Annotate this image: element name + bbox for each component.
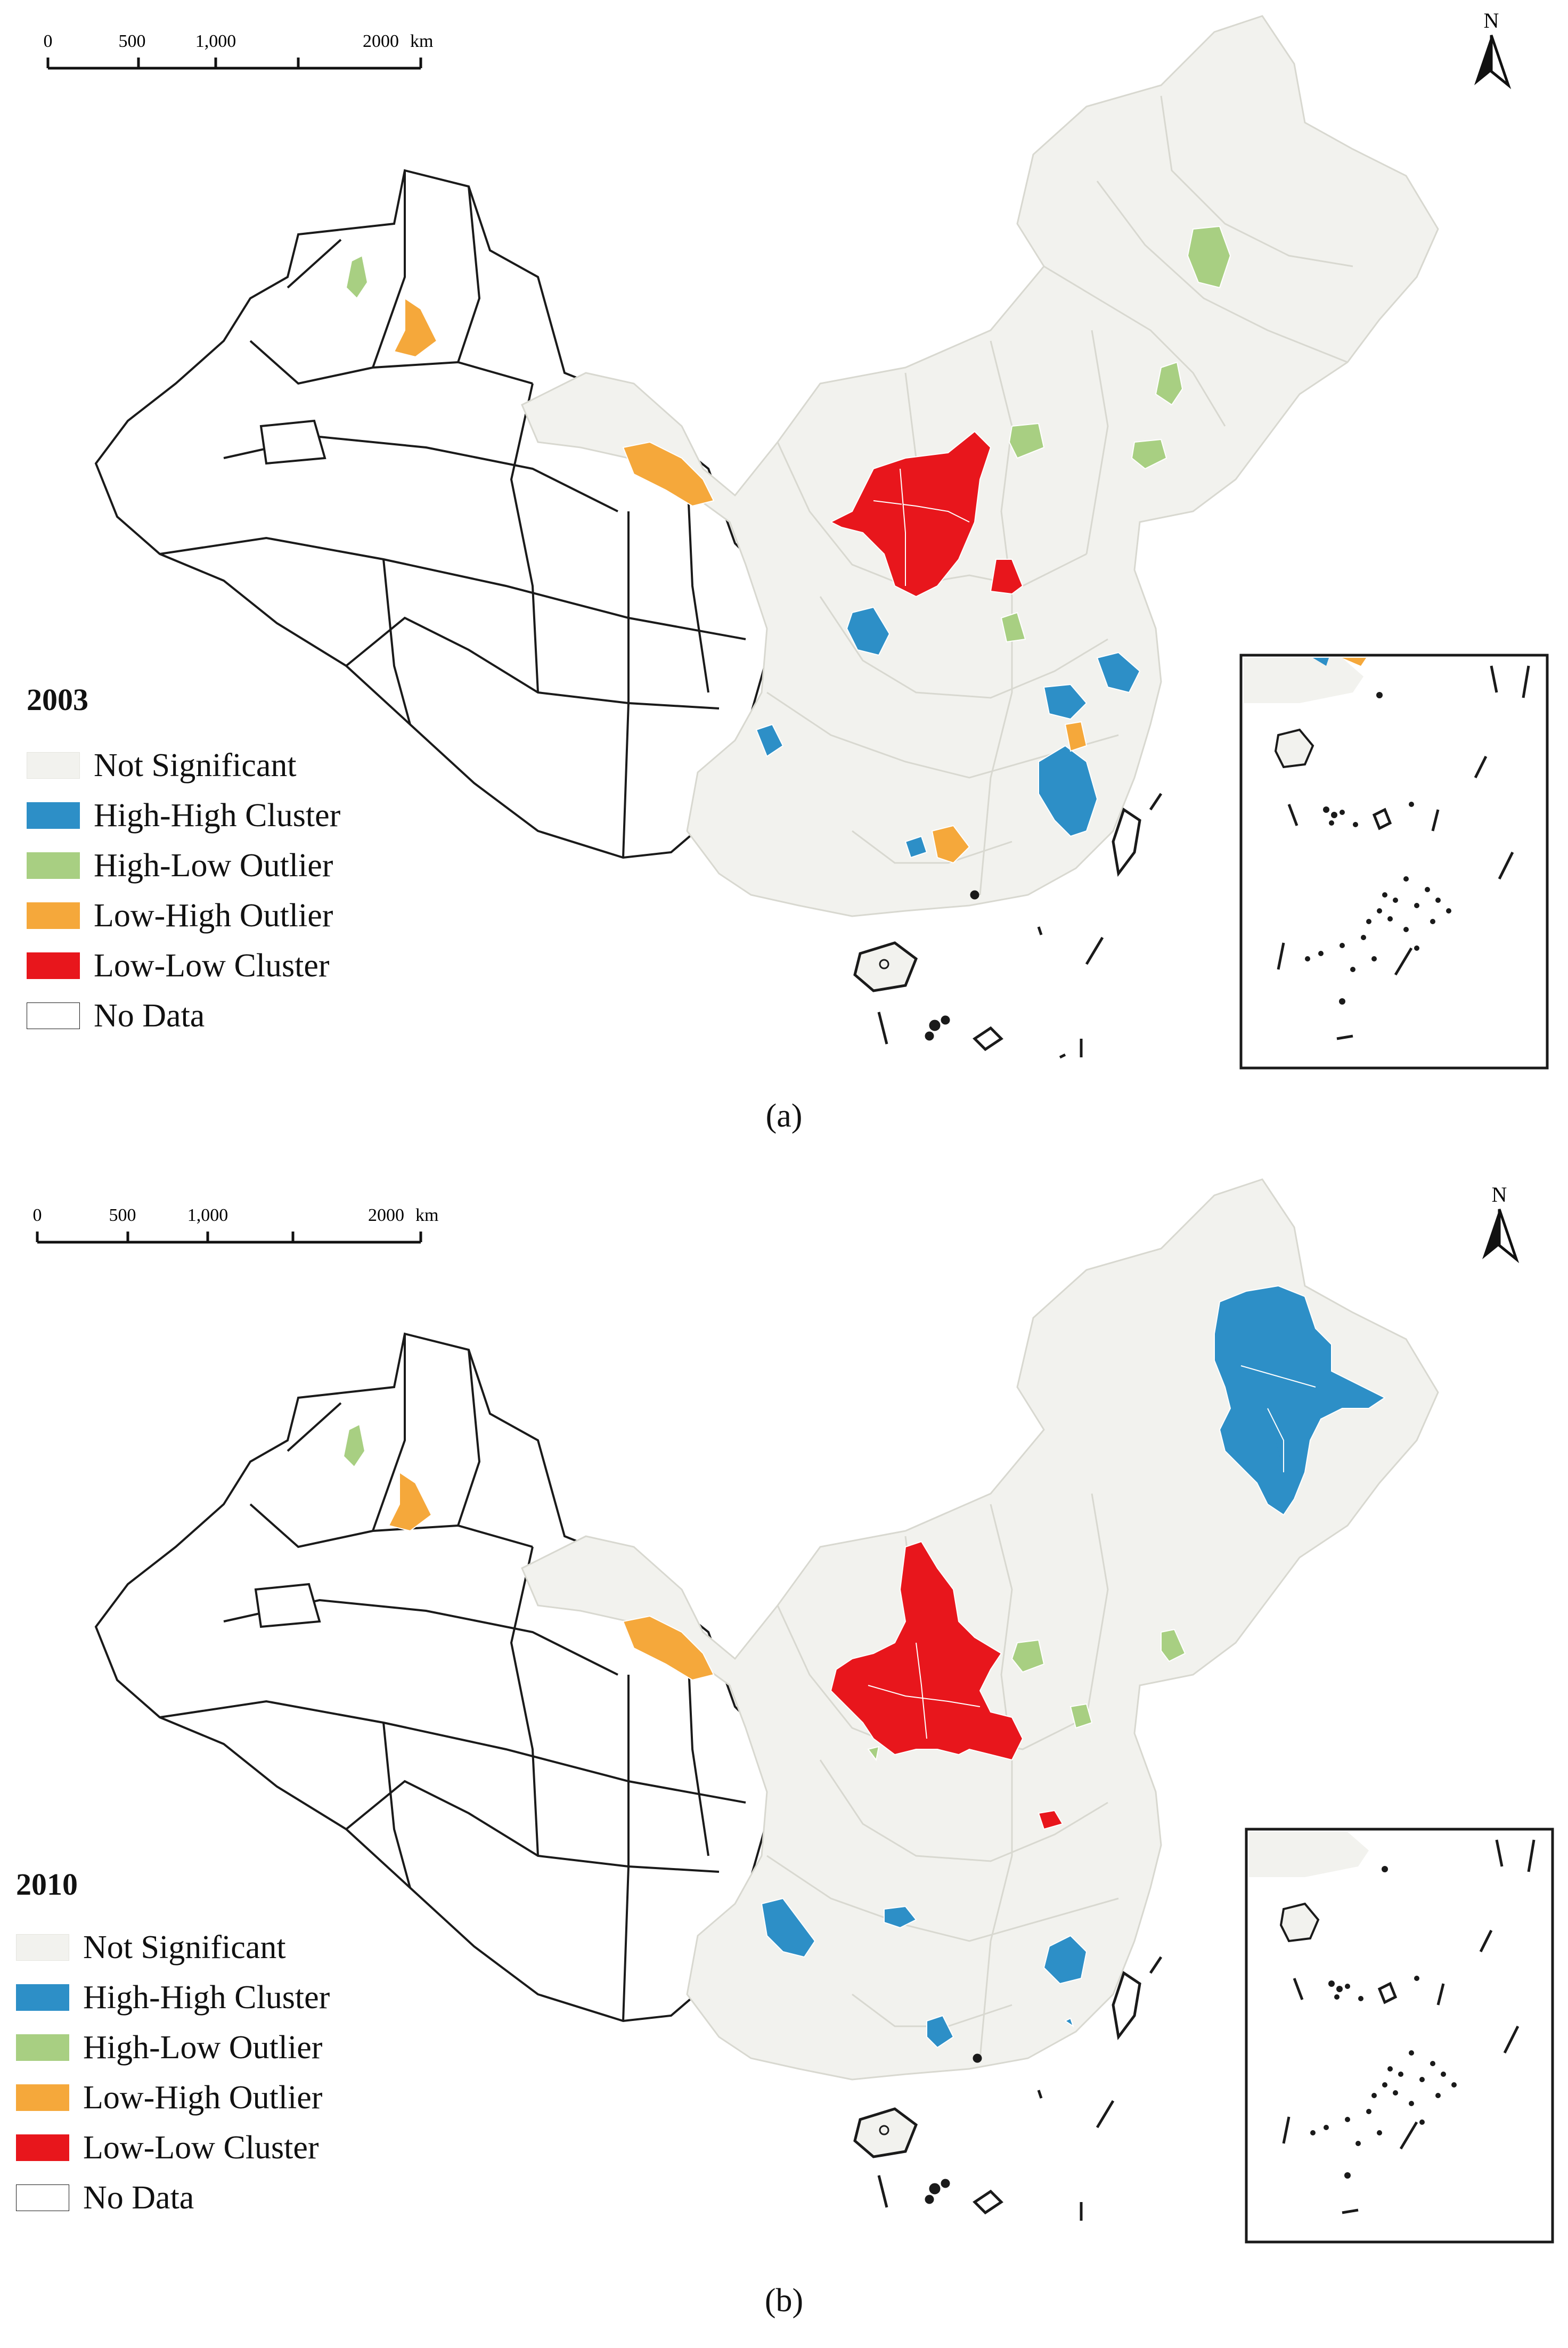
legend-swatch [16,2184,69,2211]
scale-unit-label: km [410,31,433,51]
legend-item-low-high-outlier: Low-High Outlier [16,2073,330,2123]
legend-item-no-data: No Data [27,991,340,1041]
scale-tick-label: 2000 [368,1205,404,1225]
legend-label: High-Low Outlier [94,847,333,884]
north-arrow-icon: N [1482,1183,1520,1263]
map-year-label: 2003 [27,682,88,717]
legend-swatch [16,2084,69,2111]
legend-label: Low-High Outlier [83,2079,323,2116]
legend-swatch [27,852,80,879]
south-china-sea-inset [1245,1828,1554,2244]
legend-label: High-High Cluster [94,797,341,834]
map-canvas-2003: 0 500 1,000 2000 km N [44,9,1549,1070]
north-label: N [1484,9,1499,32]
map-canvas-2010: 0 500 1,000 2000 km N [33,1178,1554,2244]
scale-bar: 0 500 1,000 2000 km [33,1205,438,1244]
legend-item-not-significant: Not Significant [27,740,340,790]
legend-swatch [16,2134,69,2161]
legend-item-high-high-cluster: High-High Cluster [27,790,340,841]
low-low-cluster-regions [829,430,1024,598]
low-high-outlier-regions [393,297,1088,864]
north-label: N [1492,1183,1507,1206]
low-high-outlier-regions [388,1471,715,1681]
map-legend: Not Significant High-High Cluster High-L… [27,740,340,1041]
legend-label: No Data [83,2179,194,2216]
legend-swatch [16,1984,69,2011]
legend-item-low-low-cluster: Low-Low Cluster [16,2123,330,2173]
legend-label: Not Significant [83,1929,286,1966]
high-low-outlier-regions [345,225,1231,643]
taiwan-and-islands [877,1956,1163,2221]
hainan-island [853,941,918,992]
legend-label: Low-Low Cluster [83,2129,319,2166]
legend-item-high-high-cluster: High-High Cluster [16,1972,330,2023]
scale-tick-label: 1,000 [187,1205,228,1225]
scale-tick-label: 0 [44,31,53,51]
legend-swatch [27,752,80,779]
scale-bar: 0 500 1,000 2000 km [44,31,433,70]
scale-tick-label: 0 [33,1205,42,1225]
scale-tick-label: 2000 [363,31,399,51]
legend-swatch [16,2034,69,2061]
hainan-island [853,2107,918,2158]
scale-tick-label: 1,000 [195,31,236,51]
low-low-cluster-regions [830,1540,1064,1830]
north-arrow-icon: N [1474,9,1512,89]
legend-label: Low-High Outlier [94,897,333,934]
legend-swatch [27,902,80,929]
legend-label: Low-Low Cluster [94,947,330,984]
high-high-cluster-regions [755,606,1141,859]
taiwan-and-islands [877,793,1163,1059]
legend-item-high-low-outlier: High-Low Outlier [16,2023,330,2073]
no-data-region [94,169,774,859]
legend-item-no-data: No Data [16,2173,330,2223]
legend-label: High-Low Outlier [83,2029,323,2066]
legend-label: Not Significant [94,747,297,784]
map-panel-2003: 0 500 1,000 2000 km N [27,9,1549,1134]
legend-swatch [16,1934,69,1961]
map-legend: Not Significant High-High Cluster High-L… [16,1922,330,2223]
map-year-label: 2010 [16,1867,78,1902]
legend-swatch [27,802,80,829]
map-panel-2010: 0 500 1,000 2000 km N [0,1174,1568,2348]
legend-label: High-High Cluster [83,1979,330,2016]
legend-swatch [27,952,80,979]
legend-swatch [27,1002,80,1029]
legend-item-low-low-cluster: Low-Low Cluster [27,941,340,991]
scale-tick-label: 500 [119,31,146,51]
south-china-sea-inset [1239,654,1549,1070]
figure-caption: (a) [765,1098,803,1134]
legend-item-low-high-outlier: Low-High Outlier [27,891,340,941]
scale-unit-label: km [415,1205,438,1225]
no-data-region [94,1332,774,2023]
high-low-outlier-regions [342,1423,1186,1762]
legend-item-high-low-outlier: High-Low Outlier [27,841,340,891]
figure-caption: (b) [764,2282,804,2319]
legend-label: No Data [94,997,205,1034]
legend-item-not-significant: Not Significant [16,1922,330,1972]
scale-tick-label: 500 [109,1205,136,1225]
